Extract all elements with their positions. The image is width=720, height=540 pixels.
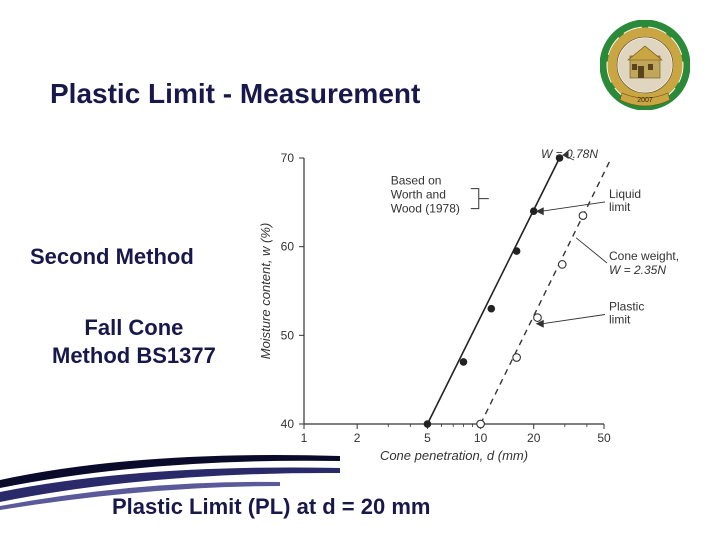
university-logo: 2007 bbox=[600, 20, 690, 110]
svg-text:Moisture content, w (%): Moisture content, w (%) bbox=[258, 223, 273, 360]
svg-text:Cone weight,: Cone weight, bbox=[609, 249, 679, 263]
svg-text:Worth and: Worth and bbox=[391, 188, 446, 202]
svg-text:W = 0.78N: W = 0.78N bbox=[541, 147, 598, 161]
svg-text:Liquid: Liquid bbox=[609, 187, 641, 201]
svg-text:1: 1 bbox=[301, 431, 308, 445]
logo-ribbon-text: 2007 bbox=[637, 97, 653, 104]
svg-text:60: 60 bbox=[281, 240, 295, 254]
svg-text:2: 2 bbox=[354, 431, 361, 445]
fall-cone-line1: Fall Cone bbox=[84, 315, 183, 340]
svg-text:Wood (1978): Wood (1978) bbox=[391, 202, 460, 216]
svg-text:limit: limit bbox=[609, 200, 631, 214]
fall-cone-label: Fall Cone Method BS1377 bbox=[52, 314, 216, 369]
page-title: Plastic Limit - Measurement bbox=[50, 78, 420, 110]
svg-text:Plastic: Plastic bbox=[609, 300, 644, 314]
svg-text:40: 40 bbox=[281, 417, 295, 431]
svg-text:50: 50 bbox=[281, 328, 295, 342]
second-method-label: Second Method bbox=[30, 244, 194, 270]
cone-penetration-chart: 40 50 60 70 1 2 5 10 20 50 Cone penetration, d (mm… bbox=[256, 140, 696, 470]
svg-text:70: 70 bbox=[281, 151, 295, 165]
svg-text:limit: limit bbox=[609, 313, 631, 327]
svg-text:W = 2.35N: W = 2.35N bbox=[609, 263, 666, 277]
svg-text:Based on: Based on bbox=[391, 174, 442, 188]
svg-text:5: 5 bbox=[424, 431, 431, 445]
svg-text:50: 50 bbox=[597, 431, 611, 445]
fall-cone-line2: Method BS1377 bbox=[52, 343, 216, 368]
svg-text:Cone penetration, d (mm): Cone penetration, d (mm) bbox=[380, 448, 528, 463]
svg-text:20: 20 bbox=[527, 431, 541, 445]
svg-text:10: 10 bbox=[474, 431, 488, 445]
